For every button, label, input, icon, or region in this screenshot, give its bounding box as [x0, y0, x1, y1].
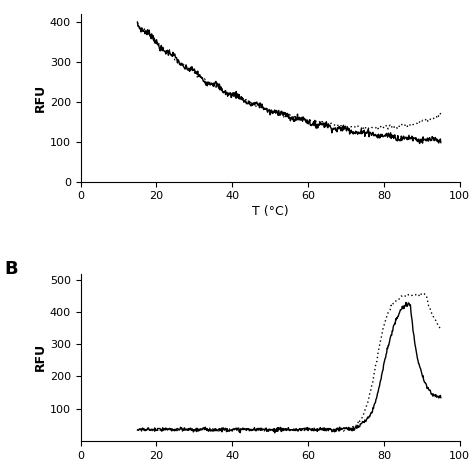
Y-axis label: RFU: RFU: [34, 343, 47, 371]
Text: B: B: [5, 260, 18, 278]
X-axis label: T (°C): T (°C): [252, 205, 289, 219]
Y-axis label: RFU: RFU: [34, 84, 47, 112]
